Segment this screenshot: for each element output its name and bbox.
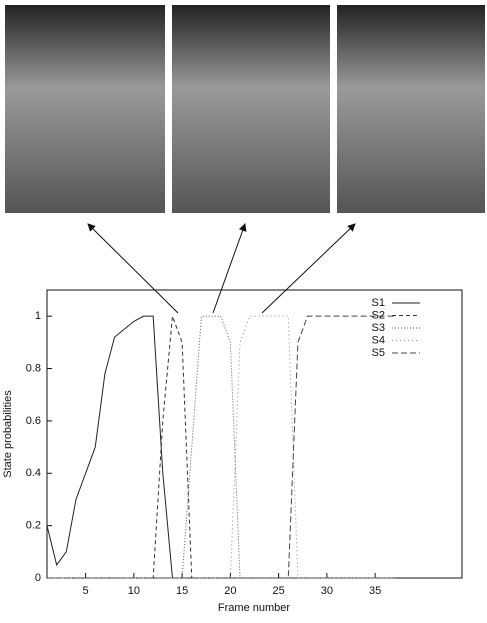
face-image [5,5,165,213]
y-tick-label: 0.6 [26,415,41,427]
y-tick-label: 0.4 [26,467,41,479]
y-tick-label: 0.2 [26,520,41,532]
series-line [47,316,395,579]
legend-label: S4 [372,334,385,346]
y-tick-label: 1 [35,310,41,322]
x-tick-label: 30 [321,585,333,597]
legend-label: S2 [372,309,385,321]
x-tick-label: 20 [224,585,236,597]
plot-frame [46,289,463,579]
legend-label: S1 [372,297,385,309]
legend-label: S5 [372,347,385,359]
face-image [337,5,485,213]
x-tick-label: 15 [176,585,188,597]
y-axis-label: State probabilities [2,390,14,478]
series-line [47,315,395,579]
x-tick-label: 25 [273,585,285,597]
series-line [47,315,395,579]
x-tick-label: 5 [83,585,89,597]
arrows [87,223,356,314]
legend-label: S3 [372,322,385,334]
series-line [47,315,395,579]
y-tick-label: 0.8 [26,362,41,374]
x-tick-label: 35 [369,585,381,597]
face-image [172,5,330,213]
series-line [46,315,395,579]
x-tick-label: 10 [128,585,140,597]
x-axis-label: Frame number [218,602,290,614]
y-tick-label: 0 [35,572,41,584]
